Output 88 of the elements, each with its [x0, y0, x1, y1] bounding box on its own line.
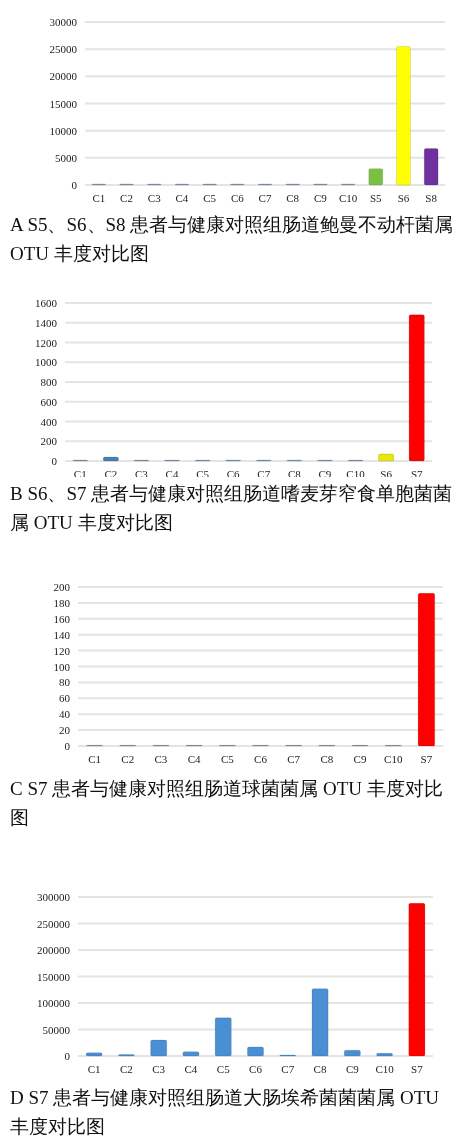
x-tick-label: C2 — [121, 753, 135, 765]
x-tick-label: C9 — [353, 753, 367, 765]
x-tick-label: C7 — [258, 192, 272, 204]
y-tick-label: 25000 — [49, 43, 78, 56]
x-tick-label: C4 — [175, 192, 189, 204]
bar — [85, 1052, 103, 1057]
bar — [408, 903, 426, 1057]
y-tick-label: 40 — [59, 708, 71, 721]
x-tick-label: C10 — [375, 1063, 395, 1075]
y-tick-label: 0 — [64, 1050, 71, 1062]
x-tick-label: S7 — [411, 1063, 424, 1075]
x-tick-label: C7 — [281, 1063, 295, 1075]
text: A S5、S6、S8 患者与健康对照组肠道鲍曼不动杆菌属 OTU 丰度对比图 — [10, 213, 455, 266]
bar — [423, 148, 439, 186]
bar — [182, 1051, 200, 1057]
bar — [376, 1053, 393, 1057]
y-tick-label: 30000 — [49, 16, 78, 28]
x-tick-label: C3 — [152, 1063, 166, 1075]
y-tick-label: 1400 — [35, 316, 58, 329]
bar — [214, 1017, 232, 1057]
y-tick-label: 60 — [59, 692, 71, 705]
x-tick-label: C7 — [287, 753, 301, 765]
bar — [396, 46, 411, 186]
bar — [150, 1039, 168, 1057]
x-tick-label: C1 — [88, 753, 102, 765]
x-tick-label: C1 — [92, 192, 106, 204]
y-tick-label: 20 — [59, 724, 71, 737]
text: C S7 患者与健康对照组肠道球菌菌属 OTU 丰度对比图 — [10, 777, 444, 830]
y-tick-label: 200 — [40, 435, 58, 448]
text: D S7 患者与健康对照组肠道大肠埃希菌菌菌属 OTU 丰度对比图 — [10, 1086, 441, 1139]
y-tick-label: 200 — [53, 581, 71, 593]
x-tick-label: C3 — [154, 753, 168, 765]
x-tick-label: S6 — [397, 192, 410, 204]
x-tick-label: C9 — [345, 1063, 360, 1075]
x-tick-label: C1 — [87, 1063, 101, 1075]
y-tick-label: 50000 — [42, 1023, 71, 1036]
y-tick-label: 400 — [40, 415, 58, 428]
bar — [378, 453, 395, 462]
x-tick-label: C9 — [313, 192, 328, 204]
x-tick-label: C4 — [187, 753, 202, 765]
y-tick-label: 1000 — [35, 356, 58, 369]
y-tick-label: 10000 — [49, 124, 78, 137]
x-tick-label: C10 — [384, 753, 403, 765]
x-tick-label: C2 — [120, 192, 133, 204]
x-tick-label: C8 — [313, 1063, 327, 1075]
x-tick-label: C6 — [230, 192, 245, 204]
y-tick-label: 0 — [71, 179, 78, 191]
y-tick-label: 80 — [59, 676, 71, 689]
y-tick-label: 1200 — [35, 336, 58, 349]
y-tick-label: 0 — [64, 740, 71, 752]
y-tick-label: 180 — [53, 596, 71, 609]
x-tick-label: C8 — [286, 192, 300, 204]
y-tick-label: 200000 — [37, 944, 71, 956]
x-tick-label: C2 — [119, 1063, 133, 1075]
y-tick-label: 150000 — [37, 970, 71, 983]
y-tick-label: 100000 — [37, 997, 71, 1009]
y-tick-label: 800 — [40, 376, 58, 388]
x-tick-label: C5 — [216, 1063, 231, 1075]
x-tick-label: C10 — [338, 192, 358, 204]
bar — [408, 314, 425, 462]
x-tick-label: S5 — [369, 192, 383, 204]
bar — [102, 456, 119, 462]
y-tick-label: 15000 — [49, 97, 78, 110]
text: B S6、S7 患者与健康对照组肠道嗜麦芽窄食单胞菌菌属 OTU 丰度对比图 — [10, 482, 454, 535]
y-tick-label: 250000 — [37, 917, 71, 930]
y-tick-label: 100 — [53, 660, 71, 673]
y-tick-label: 20000 — [49, 70, 78, 83]
x-tick-label: S8 — [425, 192, 438, 204]
y-tick-label: 600 — [40, 395, 58, 408]
x-tick-label: C6 — [254, 753, 268, 765]
x-tick-label: C8 — [320, 753, 334, 765]
y-tick-label: 0 — [51, 455, 58, 467]
x-tick-label: C5 — [203, 192, 217, 204]
x-tick-label: C3 — [147, 192, 162, 204]
bar — [247, 1046, 264, 1057]
x-tick-label: C6 — [249, 1063, 263, 1075]
x-tick-label: C5 — [220, 753, 235, 765]
bar — [311, 988, 329, 1057]
bar — [368, 168, 383, 186]
y-tick-label: 120 — [53, 644, 71, 657]
x-tick-label: C4 — [184, 1063, 198, 1075]
y-tick-label: 300000 — [37, 891, 71, 903]
y-tick-label: 140 — [53, 628, 71, 641]
y-tick-label: 5000 — [55, 151, 78, 164]
y-tick-label: 160 — [53, 612, 71, 625]
x-tick-label: S7 — [420, 753, 433, 765]
bar — [343, 1049, 361, 1057]
y-tick-label: 1600 — [35, 297, 58, 309]
